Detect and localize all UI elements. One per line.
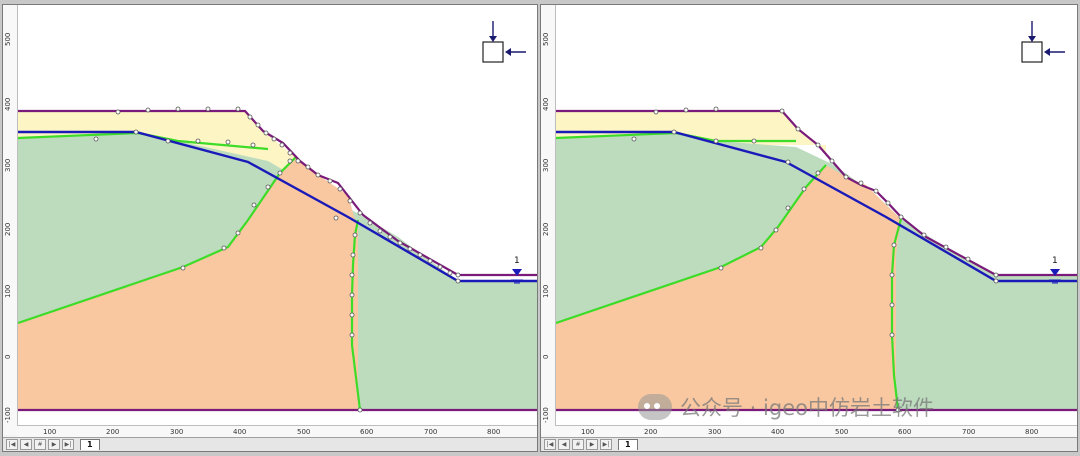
mesh-nodes: [631, 106, 999, 413]
canvas-left[interactable]: 1: [18, 5, 537, 425]
y-tick-label: 100: [542, 284, 550, 298]
x-tick-label: 800: [487, 428, 501, 436]
last-sheet-button[interactable]: ▶|: [62, 439, 74, 450]
x-tick-label: 100: [43, 428, 57, 436]
sheet-number-button[interactable]: #: [572, 439, 584, 450]
last-sheet-button[interactable]: ▶|: [600, 439, 612, 450]
water-label: 1: [514, 256, 520, 266]
vertical-ruler: 500 400 300 200 100 0 -100: [3, 5, 18, 435]
x-tick-label: 200: [106, 428, 120, 436]
x-tick-label: 100: [581, 428, 595, 436]
x-tick-label: 500: [297, 428, 311, 436]
y-tick-label: -100: [542, 407, 550, 423]
y-tick-label: 0: [542, 354, 550, 359]
model-view-right: 500 400 300 200 100 0 -100: [540, 4, 1078, 452]
x-tick-label: 700: [424, 428, 438, 436]
x-tick-label: 200: [644, 428, 658, 436]
sheet-tab[interactable]: 1: [618, 439, 638, 450]
y-tick-label: 400: [542, 97, 550, 111]
mesh-nodes: [93, 106, 461, 413]
sheet-navigation-bar: |◀ ◀ # ▶ ▶| 1: [541, 437, 1077, 451]
sheet-number-button[interactable]: #: [34, 439, 46, 450]
horizontal-ruler: 100 200 300 400 500 600 700 800: [555, 425, 1077, 440]
prev-sheet-button[interactable]: ◀: [558, 439, 570, 450]
x-tick-label: 800: [1025, 428, 1039, 436]
y-tick-label: 300: [542, 158, 550, 172]
horizontal-ruler: 100 200 300 400 500 600 700 800: [17, 425, 537, 440]
square-with-arrows-icon: [482, 21, 526, 63]
y-tick-label: 500: [4, 32, 12, 46]
core-boundary: [556, 164, 827, 325]
x-tick-label: 600: [898, 428, 912, 436]
prev-sheet-button[interactable]: ◀: [20, 439, 32, 450]
y-tick-label: 0: [4, 354, 12, 359]
x-tick-label: 400: [233, 428, 247, 436]
next-sheet-button[interactable]: ▶: [586, 439, 598, 450]
y-tick-label: -100: [4, 407, 12, 423]
water-table: [18, 130, 537, 283]
x-tick-label: 300: [170, 428, 184, 436]
square-with-arrows-icon: [1021, 21, 1065, 63]
inner-boundary: [350, 219, 362, 411]
slope-model-right: [556, 21, 1077, 413]
x-tick-label: 500: [835, 428, 849, 436]
water-level-triangle-icon: [1049, 269, 1061, 284]
y-tick-label: 200: [4, 222, 12, 236]
y-tick-label: 300: [4, 158, 12, 172]
y-tick-label: 400: [4, 97, 12, 111]
water-table: [556, 130, 1077, 283]
x-tick-label: 300: [708, 428, 722, 436]
vertical-ruler: 500 400 300 200 100 0 -100: [541, 5, 556, 435]
y-tick-label: 200: [542, 222, 550, 236]
core-layer: [556, 165, 901, 410]
first-sheet-button[interactable]: |◀: [544, 439, 556, 450]
slope-model-left: [18, 21, 537, 413]
sheet-navigation-bar: |◀ ◀ # ▶ ▶| 1: [3, 437, 537, 451]
y-tick-label: 100: [4, 284, 12, 298]
model-view-left: 500 400 300 200 100 0 -100: [2, 4, 538, 452]
x-tick-label: 600: [360, 428, 374, 436]
y-tick-label: 500: [542, 32, 550, 46]
x-tick-label: 400: [771, 428, 785, 436]
core-layer: [18, 157, 358, 410]
next-sheet-button[interactable]: ▶: [48, 439, 60, 450]
x-tick-label: 700: [962, 428, 976, 436]
canvas-right[interactable]: 1: [556, 5, 1077, 425]
water-level-triangle-icon: [511, 269, 523, 284]
water-label: 1: [1052, 256, 1058, 266]
first-sheet-button[interactable]: |◀: [6, 439, 18, 450]
sheet-tab[interactable]: 1: [80, 439, 100, 450]
